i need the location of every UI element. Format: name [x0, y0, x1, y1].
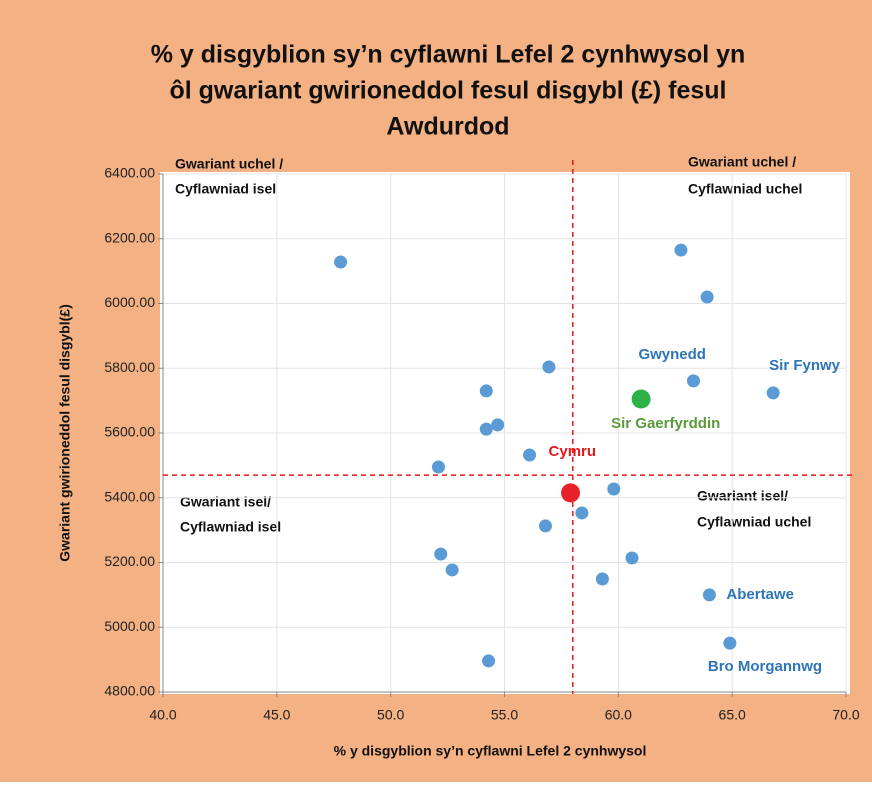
point-label: Cymru: [549, 443, 597, 460]
y-tick-label: 5000.00: [104, 618, 155, 634]
point: [607, 482, 621, 496]
chart-title: % y disgyblion sy’n cyflawni Lefel 2 cyn…: [151, 41, 746, 69]
y-tick-label: 5400.00: [104, 488, 155, 504]
point: [538, 519, 552, 533]
x-tick-label: 40.0: [149, 707, 176, 723]
y-tick-label: 6200.00: [104, 229, 155, 245]
quadrant-label: Cyflawniad uchel: [688, 181, 802, 197]
y-tick-label: 6400.00: [104, 165, 155, 181]
chart-title: Awdurdod: [386, 113, 509, 141]
point: [523, 448, 537, 462]
x-axis-title: % y disgyblion sy’n cyflawni Lefel 2 cyn…: [334, 743, 647, 759]
y-axis-title: Gwariant gwirioneddol fesul disgybl(£): [57, 304, 73, 561]
x-tick-label: 65.0: [719, 707, 746, 723]
point: [575, 506, 589, 520]
point: [625, 551, 639, 565]
x-tick-label: 70.0: [832, 707, 859, 723]
point-label: Sir Gaerfyrddin: [611, 415, 720, 432]
point-label: Abertawe: [726, 586, 794, 603]
point: [431, 460, 445, 474]
x-tick-label: 60.0: [605, 707, 632, 723]
chart-title: ôl gwariant gwirioneddol fesul disgybl (…: [170, 77, 727, 105]
point: [334, 255, 348, 269]
quadrant-label: Cyflawniad uchel: [697, 514, 811, 530]
x-tick-label: 50.0: [377, 707, 404, 723]
y-tick-label: 6000.00: [104, 294, 155, 310]
point: [479, 384, 493, 398]
point-label: Sir Fynwy: [769, 357, 841, 374]
point: [702, 588, 716, 602]
point: [542, 360, 556, 374]
quadrant-label: Cyflawniad isel: [175, 181, 276, 197]
y-tick-label: 4800.00: [104, 683, 155, 699]
quadrant-label: Gwariant isel/: [697, 488, 788, 504]
point: [631, 389, 651, 409]
quadrant-label: Gwariant isel/: [180, 494, 271, 510]
point: [723, 636, 737, 650]
point: [445, 563, 459, 577]
point: [674, 243, 688, 257]
point-label: Bro Morgannwg: [708, 658, 822, 675]
point-label: Gwynedd: [638, 346, 706, 363]
x-tick-label: 45.0: [263, 707, 290, 723]
point: [686, 374, 700, 388]
point: [434, 547, 448, 561]
y-tick-label: 5800.00: [104, 359, 155, 375]
point: [482, 654, 496, 668]
y-tick-label: 5200.00: [104, 553, 155, 569]
point: [766, 386, 780, 400]
quadrant-label: Gwariant uchel /: [688, 154, 796, 170]
point: [561, 483, 581, 503]
point: [479, 422, 493, 436]
y-tick-label: 5600.00: [104, 424, 155, 440]
point: [595, 572, 609, 586]
point: [700, 290, 714, 304]
quadrant-label: Cyflawniad isel: [180, 519, 281, 535]
x-tick-label: 55.0: [491, 707, 518, 723]
quadrant-label: Gwariant uchel /: [175, 156, 283, 172]
point: [491, 418, 505, 432]
